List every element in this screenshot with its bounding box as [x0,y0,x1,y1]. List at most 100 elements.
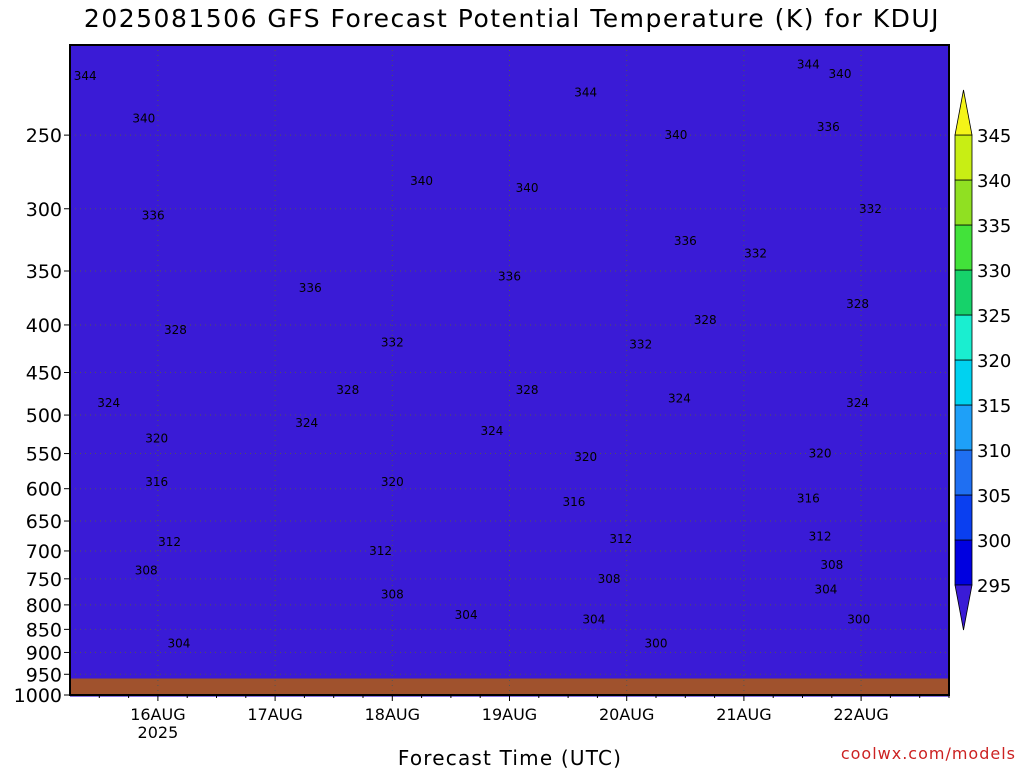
field-cell [70,510,950,514]
field-cell [70,576,950,580]
contour-label: 328 [694,313,717,327]
contour-label: 312 [609,532,632,546]
field-cell [70,612,950,616]
colorbar-segment [954,314,973,361]
field-cell [70,486,950,490]
field-cell [70,168,950,172]
field-cell [70,141,950,145]
y-tick-label: 900 [26,642,62,664]
contour-label: 300 [645,636,668,650]
field-cell [70,537,950,541]
x-tick-label: 17AUG [247,705,302,724]
field-cell [70,222,950,226]
contour-label: 336 [817,120,840,134]
field-cell [70,591,950,595]
field-cell [70,246,950,250]
chart-title: 2025081506 GFS Forecast Potential Temper… [83,4,941,33]
field-cell [70,276,950,280]
colorbar-segment [954,494,973,541]
field-cell [70,540,950,544]
field-cell [70,102,950,106]
field-cell [70,75,950,79]
field-cell [70,207,950,211]
field-cell [70,177,950,181]
field-cell [70,468,950,472]
field-cell [70,525,950,529]
field-cell [70,81,950,85]
contour-label: 340 [516,181,539,195]
field-cell [70,453,950,457]
field-cell [70,330,950,334]
field-cell [70,555,950,559]
field-cell [70,93,950,97]
field-cell [70,492,950,496]
field-cell [70,558,950,562]
field-cell [70,303,950,307]
field-cell [70,567,950,571]
field-cell [70,273,950,277]
field-cell [70,513,950,517]
field-cell [70,270,950,274]
contour-labels: 344 340 336 328 324 320 316 312 308 304 340 336 332 3… [74,58,882,651]
field-cell [70,531,950,535]
contour-label: 344 [797,58,820,72]
field-cell [70,78,950,82]
field-cell [70,483,950,487]
field-cell [70,603,950,607]
field-cell [70,600,950,604]
field-cell [70,210,950,214]
contour-label: 328 [846,297,869,311]
field-cell [70,186,950,190]
field-cell [70,366,950,370]
field-cell [70,471,950,475]
field-cell [70,645,950,649]
contour-label: 308 [135,564,158,578]
credit-text: coolwx.com/models [840,744,1016,763]
contour-label: 332 [859,202,882,216]
field-cell [70,213,950,217]
field-cell [70,633,950,637]
field-cell [70,297,950,301]
field-cell [70,351,950,355]
field-cell [70,228,950,232]
field-cell [70,258,950,262]
contour-label: 324 [295,416,318,430]
field-cell [70,495,950,499]
field-cell [70,72,950,76]
y-tick-label: 550 [26,444,62,466]
x-tick-label: 16AUG [130,705,185,724]
field-cell [70,378,950,382]
colorbar-label: 295 [977,576,1011,597]
field-cell [70,552,950,556]
colorbar-segment [954,224,973,271]
field-cell [70,375,950,379]
colorbar-label: 325 [977,306,1011,327]
contour-label: 320 [574,450,597,464]
field-cell [70,138,950,142]
colorbar-segment [954,404,973,451]
field-cell [70,627,950,631]
field-cell [70,597,950,601]
field-cell [70,636,950,640]
contour-label: 336 [674,234,697,248]
field-cell [70,336,950,340]
y-tick-label: 250 [26,125,62,147]
colorbar-segment [954,359,973,406]
contour-label: 320 [381,475,404,489]
contour-label: 308 [598,572,621,586]
contour-label: 324 [97,396,120,410]
contour-label: 324 [668,392,691,406]
y-tick-label: 450 [26,363,62,385]
y-tick-label: 700 [26,541,62,563]
contour-label: 332 [744,246,767,260]
field-cell [70,405,950,409]
y-tick-label: 350 [26,261,62,283]
field-cell [70,663,950,667]
field-cell [70,618,950,622]
field-cell [70,333,950,337]
field-cell [70,132,950,136]
grid-lines [70,45,949,696]
field-cell [70,450,950,454]
y-axis: 2503003504004505005506006507007508008509… [14,125,70,707]
contour-label: 340 [829,67,852,81]
